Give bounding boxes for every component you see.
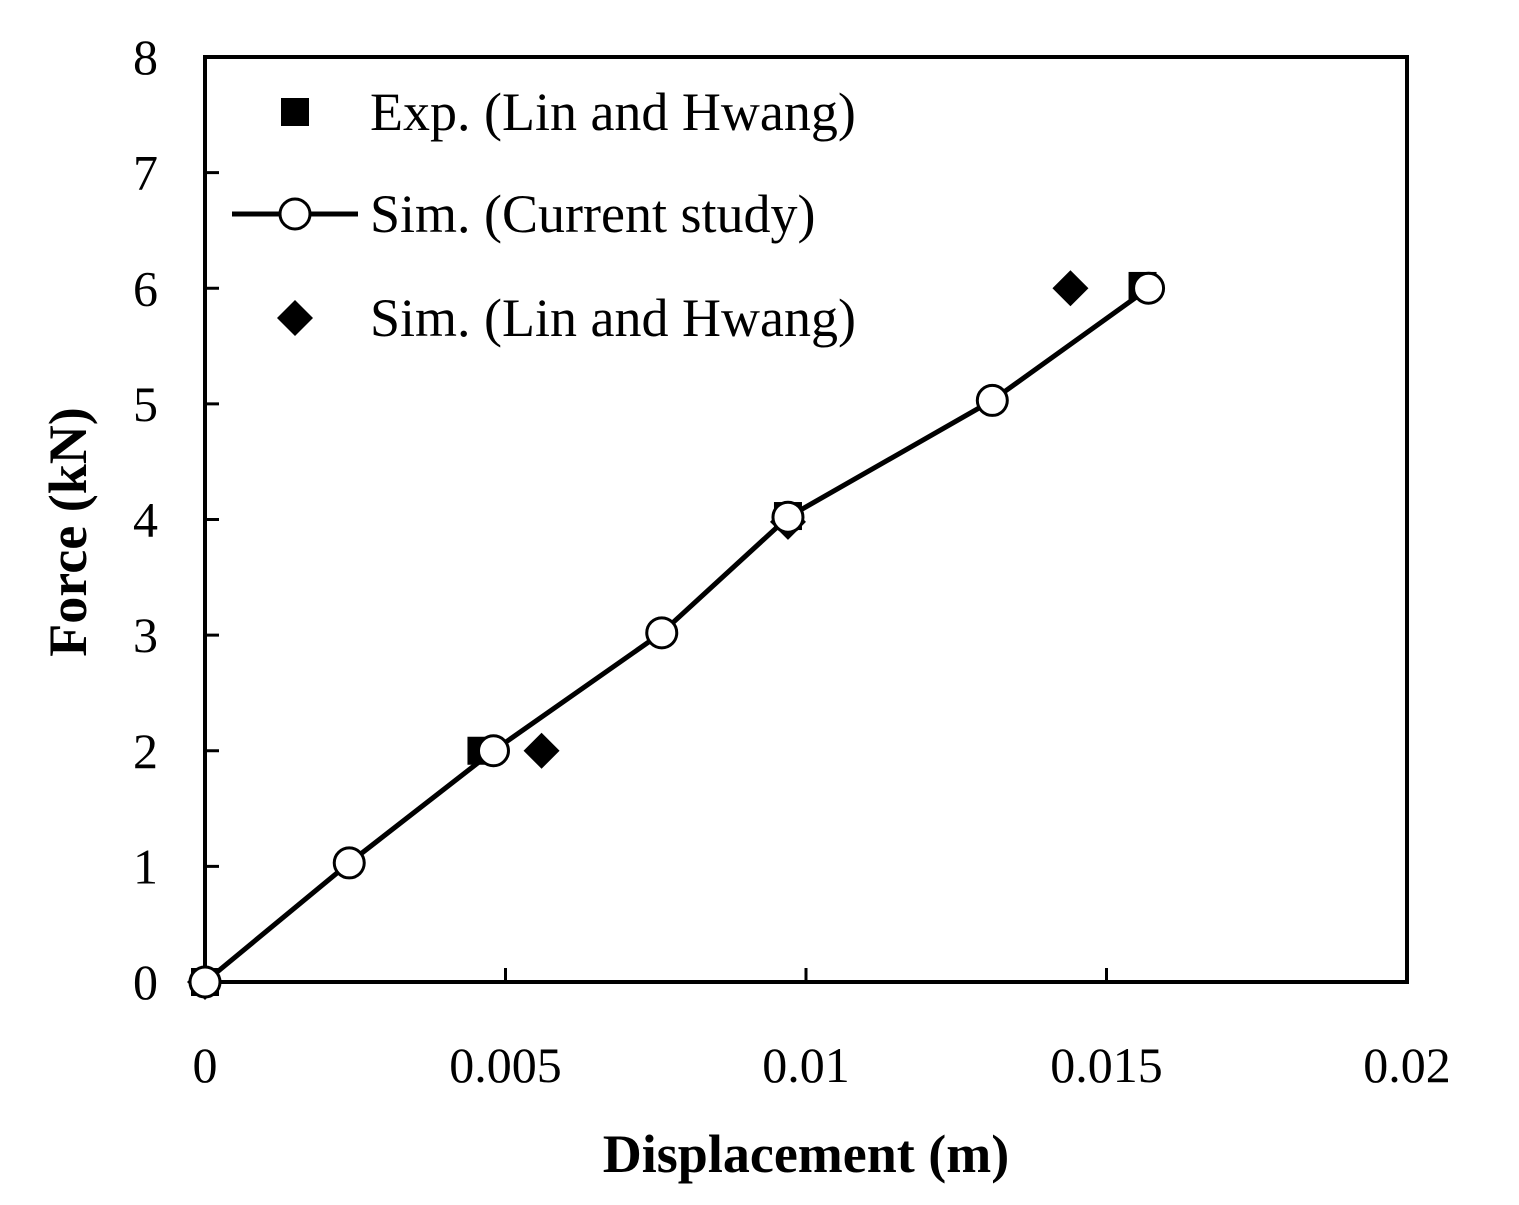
series-markers (187, 270, 1166, 1000)
data-point-circle-open (332, 846, 366, 880)
legend-marker-circle-open (278, 197, 312, 231)
legend: Exp. (Lin and Hwang) Sim. (Current study)… (232, 82, 856, 348)
legend-label: Sim. (Lin and Hwang) (370, 288, 856, 348)
x-tick-label: 0.02 (1363, 1037, 1451, 1093)
x-tick-label: 0.01 (762, 1037, 850, 1093)
legend-marker-square-filled (281, 98, 309, 126)
y-axis-title: Force (kN) (38, 407, 98, 656)
data-point-diamond-filled (523, 732, 560, 769)
data-point-circle-open (476, 734, 510, 768)
x-tick-label: 0.015 (1050, 1037, 1163, 1093)
y-tick-label: 7 (133, 145, 158, 201)
data-point-diamond-filled (1052, 270, 1089, 307)
x-tick-label: 0 (193, 1037, 218, 1093)
data-point-circle-open (188, 965, 222, 999)
y-axis-ticks: 0 1 2 3 4 5 6 7 8 (133, 29, 219, 1010)
y-tick-label: 6 (133, 260, 158, 316)
legend-label: Exp. (Lin and Hwang) (370, 82, 856, 142)
y-tick-label: 1 (133, 838, 158, 894)
y-tick-label: 4 (133, 492, 158, 548)
data-point-circle-open (771, 500, 805, 534)
x-tick-label: 0.005 (449, 1037, 562, 1093)
y-tick-label: 3 (133, 607, 158, 663)
y-tick-label: 8 (133, 29, 158, 85)
y-tick-label: 5 (133, 376, 158, 432)
y-tick-label: 0 (133, 954, 158, 1010)
legend-marker-diamond-filled (277, 300, 313, 336)
data-point-circle-open (645, 616, 679, 650)
legend-label: Sim. (Current study) (370, 184, 815, 244)
x-axis-title: Displacement (m) (603, 1124, 1009, 1184)
y-tick-label: 2 (133, 723, 158, 779)
x-axis-ticks: 0 0.005 0.01 0.015 0.02 (193, 968, 1451, 1093)
data-point-circle-open (1132, 271, 1166, 305)
data-point-circle-open (975, 383, 1009, 417)
